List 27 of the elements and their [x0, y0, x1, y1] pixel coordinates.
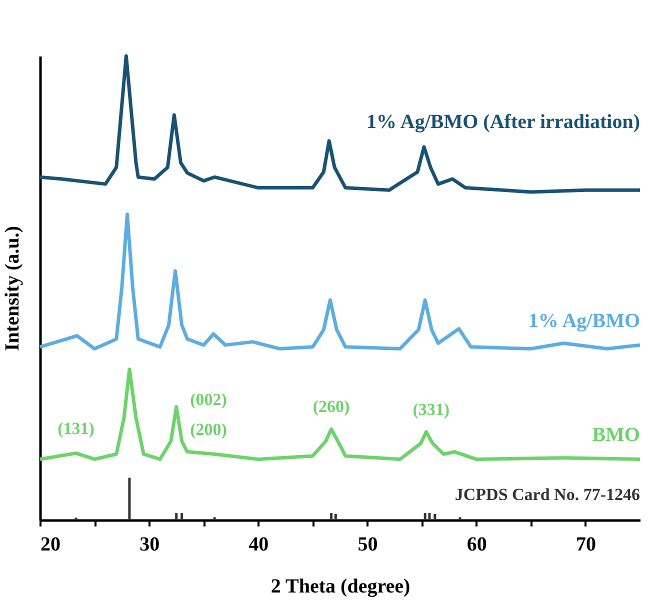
bar: [428, 513, 431, 520]
bar: [213, 517, 216, 520]
x-tick-label: 20: [40, 534, 60, 556]
bar: [334, 514, 337, 520]
series-label: JCPDS Card No. 77-1246: [454, 485, 640, 504]
series-label: 1% Ag/BMO (After irradiation): [366, 111, 640, 134]
x-tick-label: 40: [248, 534, 269, 556]
x-tick-label: 30: [140, 534, 160, 556]
bar: [180, 513, 184, 520]
annotation: (002): [190, 390, 227, 410]
x-tick-label: 70: [576, 534, 596, 556]
x-tick-label: 50: [358, 534, 378, 556]
bar: [330, 513, 333, 520]
annotation: (260): [312, 397, 350, 416]
annotation: (331): [412, 400, 450, 419]
bar: [434, 514, 436, 520]
annotation: (131): [58, 419, 94, 438]
bar: [175, 513, 178, 520]
bar: [458, 517, 462, 520]
x-axis-title: 2 Theta (degree): [270, 576, 410, 598]
x-tick-label: 60: [466, 534, 487, 556]
y-axis-title: Intensity (a.u.): [2, 226, 24, 352]
bar: [424, 513, 426, 520]
series-label: BMO: [592, 424, 640, 446]
bar: [128, 478, 131, 520]
series-label: 1% Ag/BMO: [528, 310, 640, 332]
annotation: (200): [190, 420, 227, 440]
